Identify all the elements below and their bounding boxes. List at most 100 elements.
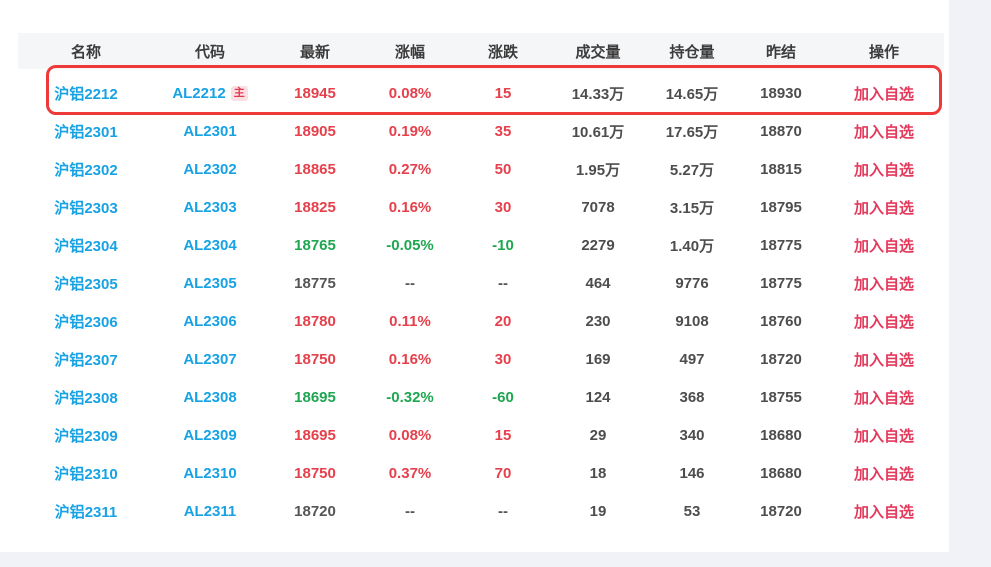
cell-open-interest: 3.15万 xyxy=(669,199,715,217)
add-to-watchlist-link[interactable]: 加入自选 xyxy=(853,427,914,445)
cell-open-interest: 497 xyxy=(679,350,705,368)
cell-change-value: -- xyxy=(498,502,508,520)
cell-change-value: 20 xyxy=(494,312,512,330)
cell-contract-code[interactable]: AL2309 xyxy=(154,427,266,444)
column-header-change_pct: 涨幅 xyxy=(394,43,425,61)
cell-contract-name[interactable]: 沪铝2212 xyxy=(54,85,118,103)
table-row: 沪铝2306 AL2306 18780 0.11% 20 230 9108 18760 加入自选 xyxy=(18,302,944,340)
cell-open-interest: 9776 xyxy=(675,274,709,292)
cell-contract-name[interactable]: 沪铝2311 xyxy=(54,503,118,521)
cell-contract-code[interactable]: AL2305 xyxy=(154,275,266,292)
column-header-code: 代码 xyxy=(194,43,225,61)
cell-volume: 7078 xyxy=(581,198,615,216)
add-to-watchlist-link[interactable]: 加入自选 xyxy=(853,123,914,141)
column-header-change: 涨跌 xyxy=(487,43,518,61)
cell-contract-code[interactable]: AL2307 xyxy=(154,351,266,368)
contract-code-text: AL2305 xyxy=(183,274,237,292)
cell-contract-code[interactable]: AL2311 xyxy=(154,503,266,520)
cell-contract-code[interactable]: AL2303 xyxy=(154,199,266,216)
cell-last-price: 18765 xyxy=(294,236,336,254)
cell-last-price: 18695 xyxy=(294,426,336,444)
add-to-watchlist-link[interactable]: 加入自选 xyxy=(853,313,914,331)
cell-change-value: 30 xyxy=(494,350,512,368)
add-to-watchlist-link[interactable]: 加入自选 xyxy=(853,199,914,217)
cell-contract-code[interactable]: AL2308 xyxy=(154,389,266,406)
cell-contract-code[interactable]: AL2301 xyxy=(154,123,266,140)
contract-code-text: AL2307 xyxy=(183,350,237,368)
contract-code-text: AL2301 xyxy=(183,122,237,140)
table-row: 沪铝2304 AL2304 18765 -0.05% -10 2279 1.40万 18775… xyxy=(18,226,944,264)
cell-contract-name[interactable]: 沪铝2303 xyxy=(54,199,118,217)
contract-code-text: AL2308 xyxy=(183,388,237,406)
add-to-watchlist-link[interactable]: 加入自选 xyxy=(853,275,914,293)
table-row: 沪铝2309 AL2309 18695 0.08% 15 29 340 18680 加入自选 xyxy=(18,416,944,454)
cell-prev-settle: 18775 xyxy=(760,236,802,254)
cell-contract-name[interactable]: 沪铝2308 xyxy=(54,389,118,407)
cell-contract-name[interactable]: 沪铝2304 xyxy=(54,237,118,255)
cell-contract-code[interactable]: AL2302 xyxy=(154,161,266,178)
cell-open-interest: 368 xyxy=(679,388,705,406)
cell-change-percent: -0.05% xyxy=(386,236,434,254)
add-to-watchlist-link[interactable]: 加入自选 xyxy=(853,389,914,407)
cell-contract-name[interactable]: 沪铝2301 xyxy=(54,123,118,141)
cell-prev-settle: 18680 xyxy=(760,464,802,482)
cell-prev-settle: 18720 xyxy=(760,350,802,368)
cell-change-percent: -- xyxy=(405,274,415,292)
cell-contract-name[interactable]: 沪铝2309 xyxy=(54,427,118,445)
cell-change-value: 15 xyxy=(494,84,512,102)
table-row: 沪铝2307 AL2307 18750 0.16% 30 169 497 18720 加入自选 xyxy=(18,340,944,378)
cell-volume: 124 xyxy=(585,388,611,406)
cell-contract-code[interactable]: AL2306 xyxy=(154,313,266,330)
cell-change-value: -60 xyxy=(492,388,514,406)
cell-open-interest: 9108 xyxy=(675,312,709,330)
cell-last-price: 18905 xyxy=(294,122,336,140)
add-to-watchlist-link[interactable]: 加入自选 xyxy=(853,237,914,255)
cell-change-percent: -- xyxy=(405,502,415,520)
cell-open-interest: 14.65万 xyxy=(665,85,719,103)
cell-contract-name[interactable]: 沪铝2302 xyxy=(54,161,118,179)
column-header-open_interest: 持仓量 xyxy=(669,43,715,61)
cell-change-value: -10 xyxy=(492,236,514,254)
cell-change-percent: 0.11% xyxy=(389,312,431,330)
contract-code-text: AL2303 xyxy=(183,198,237,216)
add-to-watchlist-link[interactable]: 加入自选 xyxy=(853,351,914,369)
futures-table: 名称 代码 最新 涨幅 涨跌 成交量 持仓量 昨结 操作 沪铝2212 AL2212 主 18945 0… xyxy=(18,33,944,530)
cell-contract-name[interactable]: 沪铝2305 xyxy=(54,275,118,293)
cell-contract-code[interactable]: AL2212 主 xyxy=(154,85,266,102)
cell-open-interest: 5.27万 xyxy=(669,161,715,179)
table-body: 沪铝2212 AL2212 主 18945 0.08% 15 14.33万 14.65万 189… xyxy=(18,69,944,530)
cell-prev-settle: 18795 xyxy=(760,198,802,216)
cell-contract-code[interactable]: AL2304 xyxy=(154,237,266,254)
cell-prev-settle: 18760 xyxy=(760,312,802,330)
cell-contract-name[interactable]: 沪铝2307 xyxy=(54,351,118,369)
add-to-watchlist-link[interactable]: 加入自选 xyxy=(853,161,914,179)
table-row: 沪铝2311 AL2311 18720 -- -- 19 53 18720 加入自选 xyxy=(18,492,944,530)
cell-prev-settle: 18815 xyxy=(760,160,802,178)
cell-contract-code[interactable]: AL2310 xyxy=(154,465,266,482)
cell-contract-name[interactable]: 沪铝2310 xyxy=(54,465,118,483)
table-header-row: 名称 代码 最新 涨幅 涨跌 成交量 持仓量 昨结 操作 xyxy=(18,33,944,69)
cell-last-price: 18775 xyxy=(294,274,336,292)
table-row: 沪铝2303 AL2303 18825 0.16% 30 7078 3.15万 18795 加入… xyxy=(18,188,944,226)
cell-volume: 1.95万 xyxy=(575,161,621,179)
cell-open-interest: 146 xyxy=(679,464,705,482)
cell-volume: 230 xyxy=(585,312,611,330)
add-to-watchlist-link[interactable]: 加入自选 xyxy=(853,85,914,103)
cell-change-value: 70 xyxy=(494,464,512,482)
cell-change-value: 35 xyxy=(494,122,512,140)
cell-contract-name[interactable]: 沪铝2306 xyxy=(54,313,118,331)
add-to-watchlist-link[interactable]: 加入自选 xyxy=(853,503,914,521)
cell-volume: 29 xyxy=(589,426,607,444)
add-to-watchlist-link[interactable]: 加入自选 xyxy=(853,465,914,483)
cell-last-price: 18695 xyxy=(294,388,336,406)
cell-change-percent: 0.16% xyxy=(388,350,432,368)
cell-change-value: 30 xyxy=(494,198,512,216)
cell-change-percent: 0.37% xyxy=(388,464,432,482)
cell-volume: 14.33万 xyxy=(571,85,625,103)
main-contract-badge: 主 xyxy=(230,85,248,101)
cell-change-percent: 0.19% xyxy=(388,122,432,140)
cell-change-percent: 0.16% xyxy=(388,198,432,216)
column-header-prev_settle: 昨结 xyxy=(765,43,796,61)
cell-open-interest: 53 xyxy=(683,502,701,520)
